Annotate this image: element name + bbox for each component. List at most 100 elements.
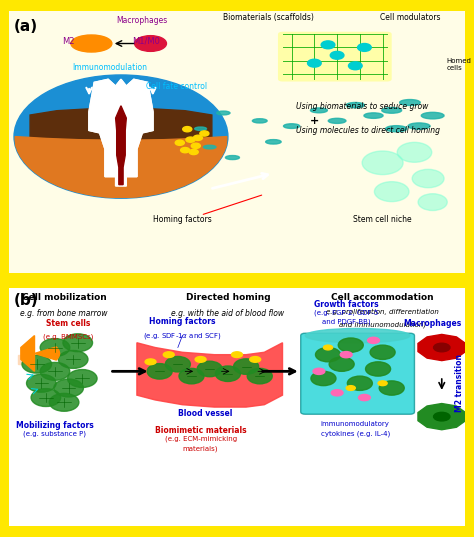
- Ellipse shape: [370, 345, 395, 359]
- Text: (a): (a): [14, 19, 38, 34]
- Ellipse shape: [197, 361, 222, 376]
- Ellipse shape: [179, 368, 204, 384]
- Text: Homing factors: Homing factors: [153, 215, 212, 224]
- Polygon shape: [21, 336, 35, 372]
- Ellipse shape: [347, 376, 373, 390]
- Ellipse shape: [283, 124, 300, 128]
- Ellipse shape: [365, 362, 391, 376]
- FancyBboxPatch shape: [301, 333, 414, 414]
- Circle shape: [368, 337, 379, 344]
- Circle shape: [250, 357, 261, 362]
- Ellipse shape: [31, 389, 61, 407]
- Polygon shape: [116, 106, 126, 185]
- Text: (b): (b): [14, 293, 39, 308]
- Text: Homing factors: Homing factors: [149, 317, 216, 326]
- Text: e.g. from bone marrow: e.g. from bone marrow: [20, 309, 108, 318]
- Text: Homed
cells: Homed cells: [447, 58, 471, 71]
- Polygon shape: [89, 79, 153, 186]
- Text: (e.g. FGF-2, GDF-5: (e.g. FGF-2, GDF-5: [314, 309, 378, 316]
- Circle shape: [313, 368, 325, 374]
- Ellipse shape: [27, 374, 56, 392]
- Ellipse shape: [40, 338, 70, 357]
- Text: Blood vessel: Blood vessel: [178, 410, 232, 418]
- Circle shape: [412, 169, 444, 188]
- Text: e.g. with the aid of blood flow: e.g. with the aid of blood flow: [171, 309, 284, 318]
- Ellipse shape: [63, 334, 92, 352]
- Circle shape: [357, 43, 371, 52]
- Circle shape: [321, 41, 335, 49]
- Text: Growth factors: Growth factors: [314, 300, 379, 309]
- Text: Cell accommodation: Cell accommodation: [331, 293, 434, 302]
- Text: and immunomodulation): and immunomodulation): [339, 321, 426, 328]
- Circle shape: [323, 345, 333, 350]
- Text: Immunomodulation: Immunomodulation: [72, 63, 147, 72]
- Circle shape: [231, 352, 243, 358]
- Text: Mobilizing factors: Mobilizing factors: [16, 422, 94, 430]
- Ellipse shape: [316, 347, 340, 362]
- Ellipse shape: [67, 369, 97, 387]
- Text: Biomaterials (scaffolds): Biomaterials (scaffolds): [223, 13, 314, 23]
- Ellipse shape: [364, 113, 383, 118]
- Ellipse shape: [329, 357, 354, 372]
- Circle shape: [330, 52, 344, 59]
- Polygon shape: [30, 108, 212, 143]
- Circle shape: [181, 148, 190, 153]
- Ellipse shape: [346, 103, 365, 108]
- Ellipse shape: [58, 351, 88, 368]
- Ellipse shape: [379, 381, 404, 395]
- Text: Using molecules to direct cell homing: Using molecules to direct cell homing: [296, 126, 440, 135]
- Circle shape: [358, 395, 370, 401]
- Text: cytokines (e.g. IL-4): cytokines (e.g. IL-4): [321, 431, 390, 438]
- Ellipse shape: [71, 35, 112, 52]
- Circle shape: [418, 194, 447, 211]
- Text: Macrophages: Macrophages: [116, 16, 167, 25]
- Circle shape: [362, 151, 403, 175]
- Ellipse shape: [328, 118, 346, 124]
- Circle shape: [374, 182, 409, 201]
- Text: e.g. proliferation, differentiation: e.g. proliferation, differentiation: [326, 309, 439, 315]
- Ellipse shape: [135, 35, 166, 52]
- Text: Stem cells: Stem cells: [46, 320, 91, 329]
- Text: +: +: [310, 115, 319, 126]
- Text: Biomimetic materials: Biomimetic materials: [155, 426, 246, 435]
- Ellipse shape: [400, 99, 420, 105]
- Text: M2 transition: M2 transition: [456, 354, 465, 412]
- Ellipse shape: [22, 355, 52, 373]
- Text: Cell fate control: Cell fate control: [146, 82, 207, 91]
- Ellipse shape: [311, 372, 336, 386]
- Polygon shape: [18, 354, 23, 364]
- Polygon shape: [89, 79, 153, 186]
- Ellipse shape: [382, 107, 401, 113]
- Circle shape: [163, 352, 174, 358]
- Text: materials): materials): [183, 445, 219, 452]
- Text: Using biomaterials to seduce grow: Using biomaterials to seduce grow: [296, 103, 428, 112]
- Ellipse shape: [147, 364, 172, 379]
- Circle shape: [348, 62, 362, 70]
- Ellipse shape: [215, 366, 240, 381]
- Text: Cell modulators: Cell modulators: [380, 13, 440, 23]
- Text: M1/M0: M1/M0: [132, 37, 160, 46]
- Circle shape: [331, 390, 343, 396]
- Circle shape: [340, 352, 352, 358]
- Text: (e.g. BMMSCs): (e.g. BMMSCs): [44, 333, 94, 340]
- Circle shape: [378, 381, 387, 386]
- Ellipse shape: [165, 357, 191, 372]
- Ellipse shape: [49, 394, 79, 411]
- FancyBboxPatch shape: [9, 288, 465, 526]
- Text: M2: M2: [63, 37, 75, 46]
- Text: (e.g. SDF-1$\alpha$ and SCF): (e.g. SDF-1$\alpha$ and SCF): [143, 331, 222, 341]
- Ellipse shape: [305, 329, 410, 343]
- Text: (e.g. ECM-mimicking: (e.g. ECM-mimicking: [164, 436, 237, 442]
- Wedge shape: [35, 347, 60, 360]
- Circle shape: [308, 59, 321, 67]
- Ellipse shape: [265, 140, 281, 144]
- Ellipse shape: [252, 119, 267, 123]
- Ellipse shape: [217, 111, 230, 115]
- Ellipse shape: [54, 379, 83, 397]
- FancyBboxPatch shape: [9, 11, 465, 273]
- Circle shape: [397, 142, 432, 162]
- Polygon shape: [15, 136, 227, 198]
- Ellipse shape: [203, 146, 216, 149]
- Ellipse shape: [310, 108, 328, 113]
- Text: and PDGF-BB): and PDGF-BB): [322, 319, 371, 325]
